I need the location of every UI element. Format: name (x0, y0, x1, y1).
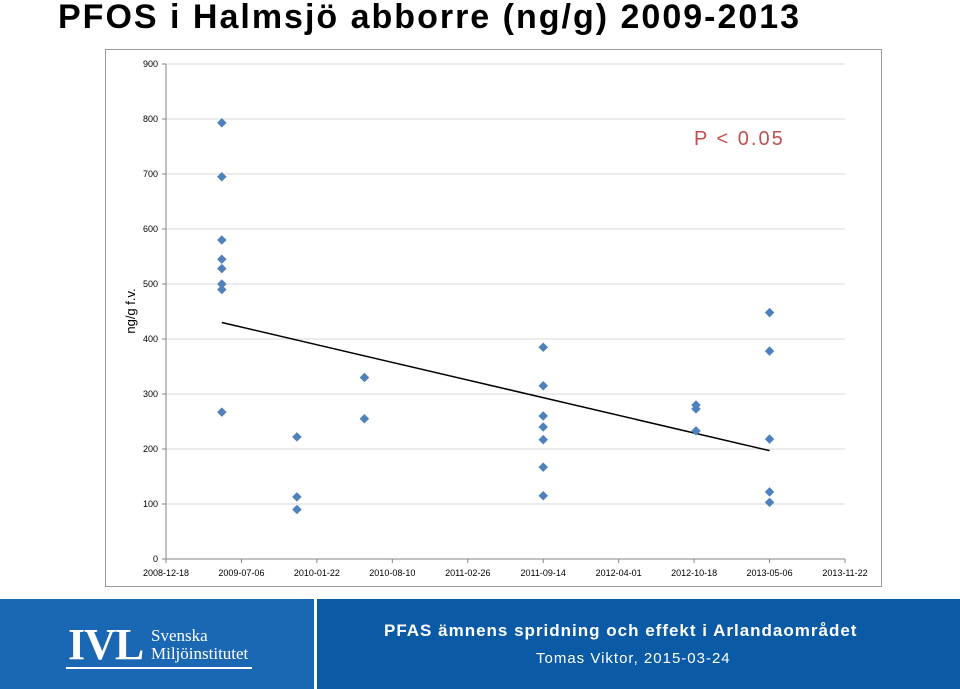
footer-divider (314, 599, 317, 689)
x-tick-label: 2010-08-10 (369, 568, 415, 578)
x-tick-label: 2013-05-06 (747, 568, 793, 578)
x-tick-label: 2011-02-26 (445, 568, 490, 578)
significance-annotation: P < 0.05 (694, 128, 785, 150)
footer-title: PFAS ämnens spridning och effekt i Arlan… (384, 621, 858, 640)
x-tick-label: 2013-11-22 (822, 568, 867, 578)
footer-author: Tomas Viktor, 2015-03-24 (536, 650, 731, 667)
data-point (216, 235, 227, 245)
data-point (691, 403, 701, 414)
chart-canvas: 0 100 200 300 400 500 600 700 800 900 2008-12-18 20… (123, 59, 868, 578)
data-point (216, 171, 227, 182)
data-point (216, 263, 227, 274)
data-point (538, 411, 549, 421)
data-point (292, 432, 302, 442)
scatter-chart: 0 100 200 300 400 500 600 700 800 900 2008-12-18 20… (105, 49, 882, 587)
x-tick-label: 2009-07-06 (218, 568, 264, 578)
data-point (538, 462, 549, 473)
x-tick-label: 2012-10-18 (671, 568, 717, 578)
data-point (538, 490, 549, 501)
data-point (216, 117, 227, 128)
data-point (292, 491, 302, 502)
y-tick-label: 800 (143, 114, 158, 124)
y-tick-label: 900 (143, 59, 158, 69)
data-point (359, 372, 370, 383)
logo-org-line1: Svenska (151, 626, 208, 645)
x-tick-label: 2011-09-14 (521, 568, 566, 578)
data-point (359, 413, 370, 424)
data-point (216, 254, 227, 265)
y-tick-label: 400 (143, 334, 158, 344)
data-point (538, 422, 549, 432)
x-tick-label: 2012-04-01 (596, 568, 642, 578)
data-point (764, 487, 775, 497)
y-tick-label: 0 (153, 554, 158, 564)
y-axis-title: ng/g f.v. (123, 288, 138, 333)
data-point (216, 284, 227, 295)
logo-wordmark: IVL (68, 620, 144, 669)
x-tick-label: 2010-01-22 (294, 568, 340, 578)
data-point (292, 504, 302, 515)
data-point (764, 497, 775, 508)
logo-underline (66, 667, 252, 669)
y-tick-label: 500 (143, 279, 158, 289)
y-tick-label: 600 (143, 224, 158, 234)
data-point (764, 307, 775, 318)
data-point (538, 380, 549, 391)
y-tick-label: 300 (143, 389, 158, 399)
y-tick-label: 200 (143, 444, 158, 454)
y-tick-label: 100 (143, 499, 158, 509)
ivl-logo: IVL Svenska Miljöinstitutet (0, 599, 314, 689)
data-point (216, 407, 227, 418)
data-point (538, 434, 549, 445)
data-point (764, 346, 775, 356)
data-point (691, 425, 701, 436)
footer-bar: IVL Svenska Miljöinstitutet PFAS ämnens … (0, 599, 960, 689)
y-tick-label: 700 (143, 169, 158, 179)
data-point (764, 434, 775, 444)
trend-line (221, 321, 770, 452)
logo-org-line2: Miljöinstitutet (151, 644, 249, 663)
data-point (538, 342, 549, 353)
x-tick-label: 2008-12-18 (143, 568, 189, 578)
slide-title: PFOS i Halmsjö abborre (ng/g) 2009-2013 (58, 0, 802, 36)
